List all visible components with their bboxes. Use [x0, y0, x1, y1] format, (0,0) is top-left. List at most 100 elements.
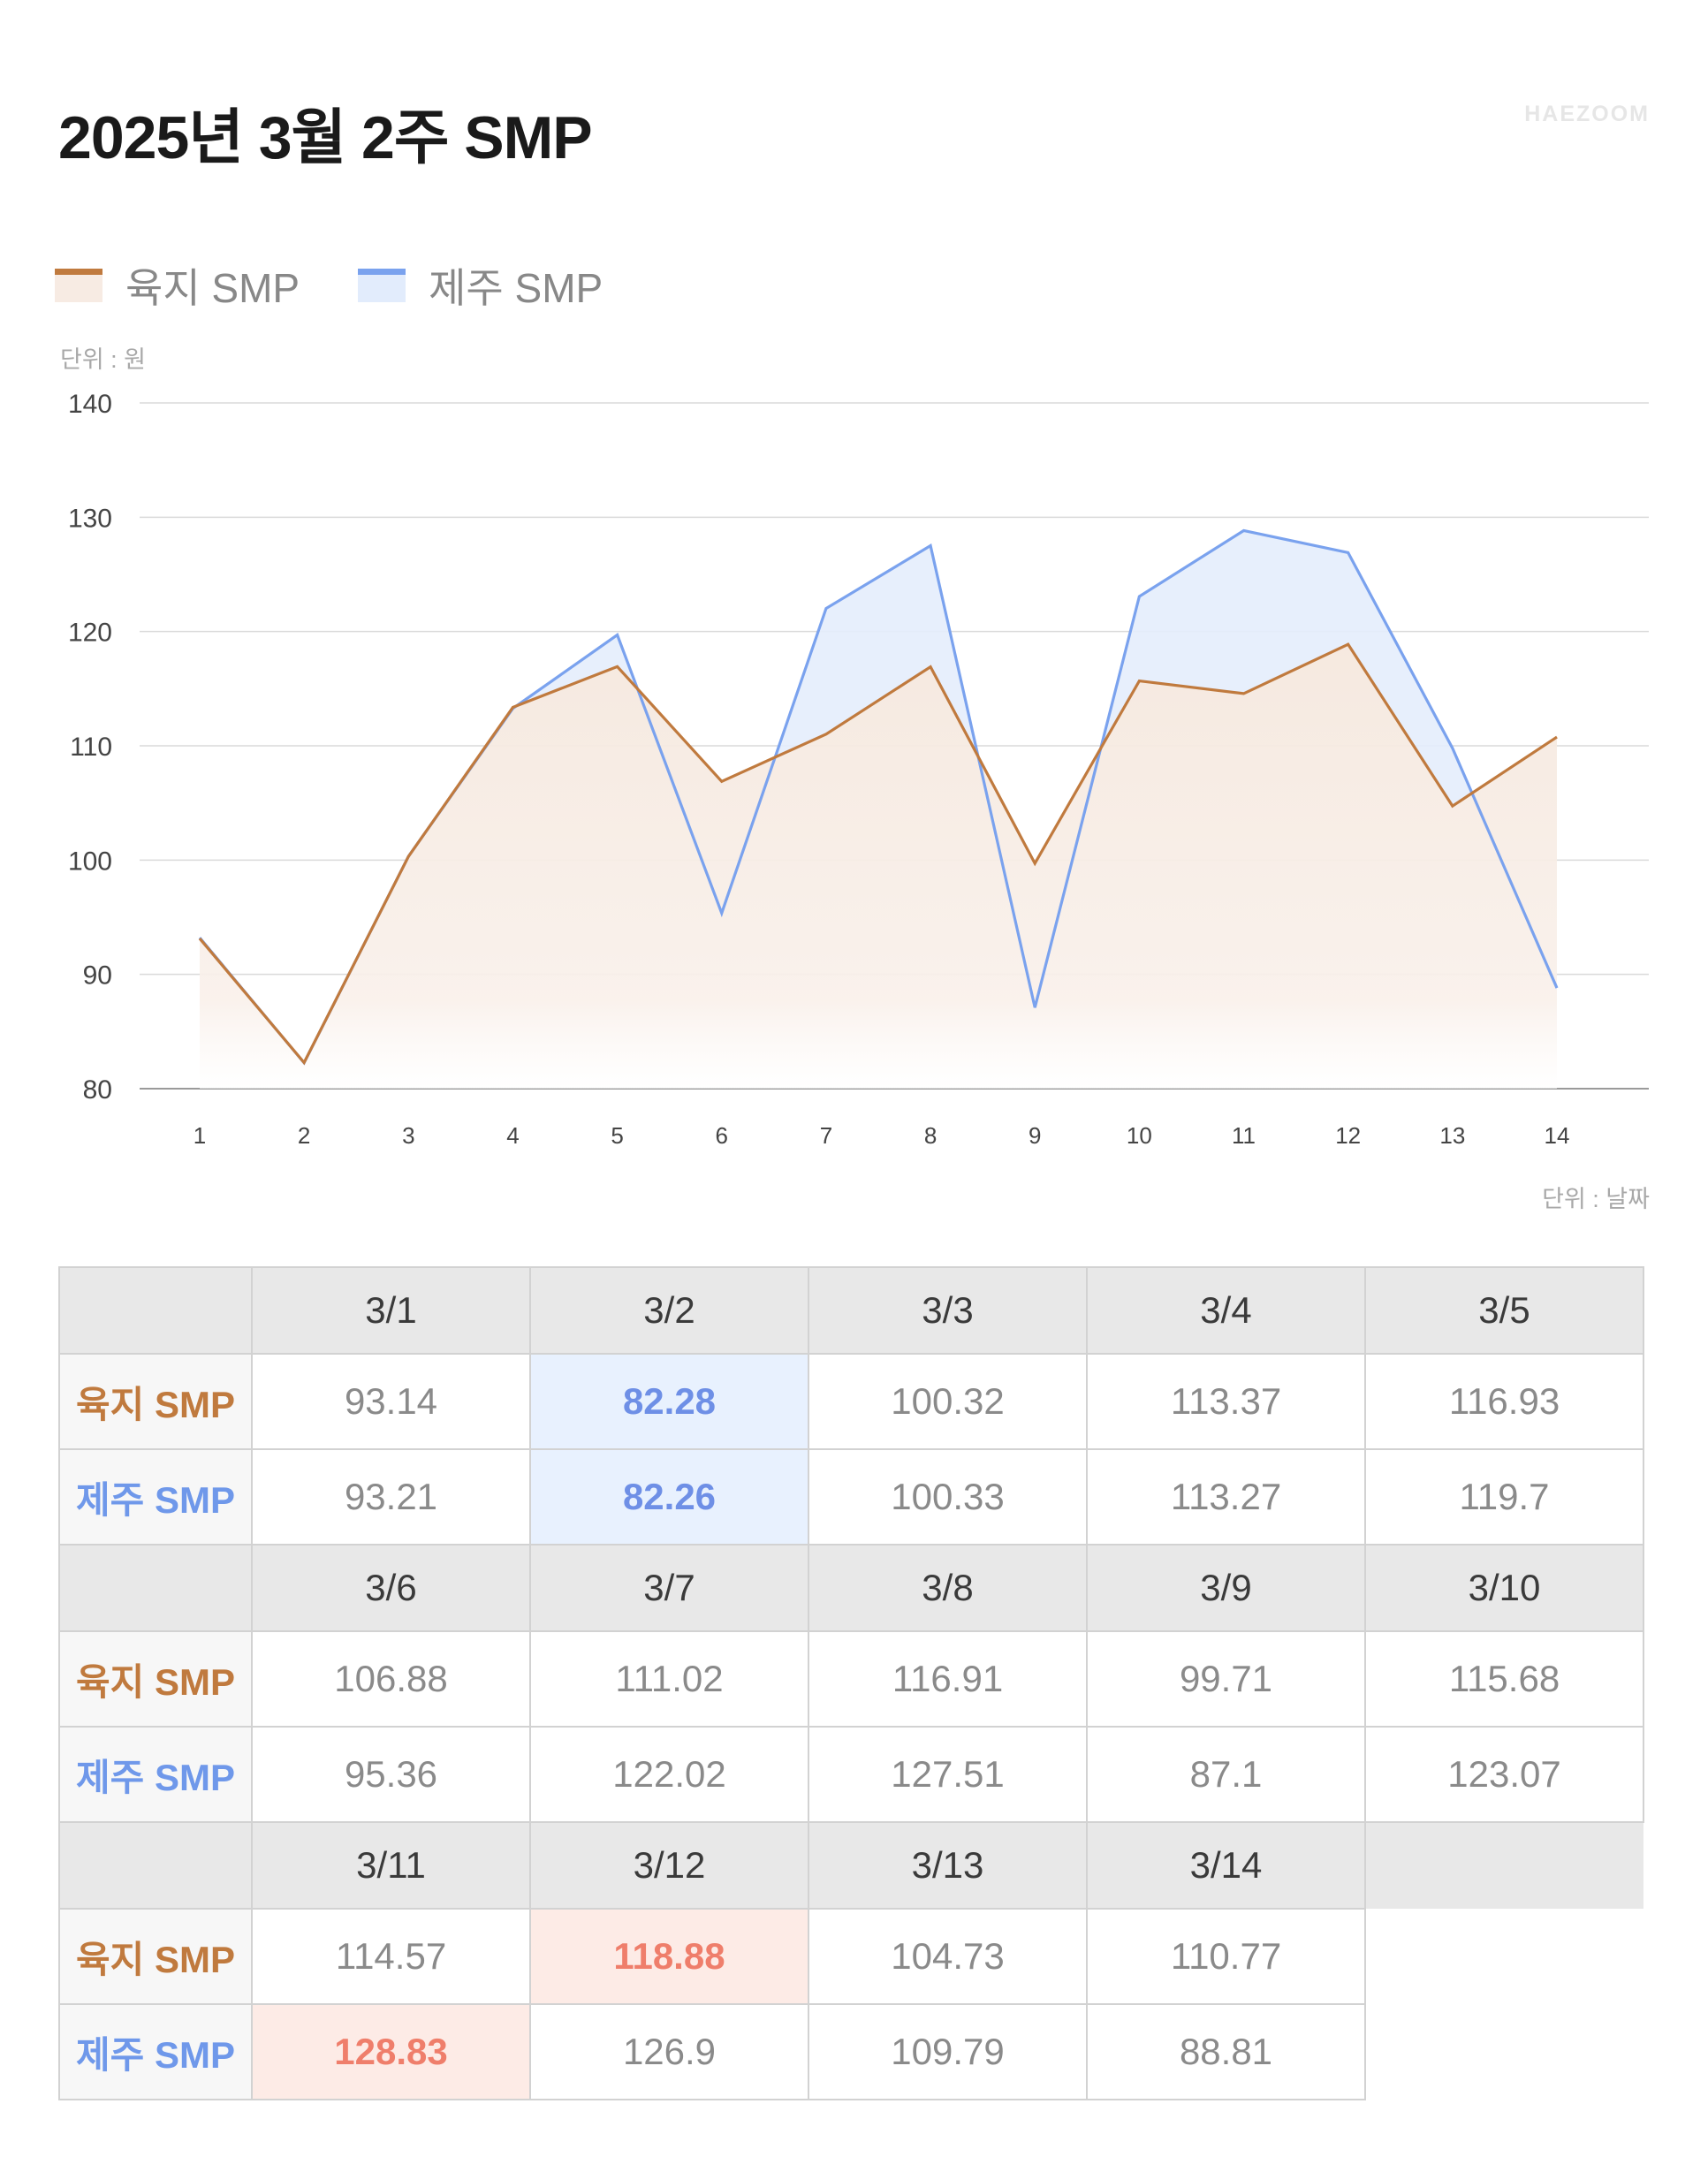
empty-cell: [1365, 1909, 1643, 2004]
date-header-cell: 3/10: [1364, 1544, 1644, 1632]
x-tick-label: 14: [1545, 1122, 1570, 1149]
empty-cell: [1365, 2004, 1643, 2100]
x-tick-label: 9: [1029, 1122, 1041, 1149]
series-area-jeju: [200, 530, 1557, 1063]
legend-item-land: 육지 SMP: [55, 256, 300, 315]
table-row-jeju: 제주 SMP 93.21 82.26 100.33 113.27 119.7: [58, 1448, 1644, 1546]
date-header-cell: 3/4: [1086, 1266, 1366, 1355]
header-corner-cell: [58, 1544, 253, 1632]
value-cell: 100.32: [808, 1353, 1088, 1450]
value-cell: 127.51: [808, 1726, 1088, 1823]
legend-label-land: 육지 SMP: [125, 265, 300, 311]
x-tick-label: 7: [820, 1122, 832, 1149]
y-axis-ticks: 80 90 100 110 120 130 140: [68, 390, 112, 1105]
x-unit-label: 단위 : 날짜: [1542, 1186, 1650, 1212]
table-row-jeju: 제주 SMP 95.36 122.02 127.51 87.1 123.07: [58, 1726, 1644, 1823]
value-cell: 82.26: [529, 1448, 809, 1546]
x-tick-label: 5: [611, 1122, 623, 1149]
value-cell: 88.81: [1086, 2003, 1366, 2100]
empty-cell: [1365, 1822, 1643, 1909]
value-cell: 122.02: [529, 1726, 809, 1823]
legend-item-jeju: 제주 SMP: [358, 256, 603, 315]
date-header-cell: 3/9: [1086, 1544, 1366, 1632]
smp-table: 3/1 3/2 3/3 3/4 3/5 육지 SMP 93.14 82.28 100.32 113…: [58, 1266, 1644, 2100]
value-cell: 119.7: [1364, 1448, 1644, 1546]
value-cell: 113.27: [1086, 1448, 1366, 1546]
x-axis-ticks: 1 2 3 4 5 6 7 8 9 10 11 12 13 14: [194, 1122, 1570, 1149]
value-cell: 99.71: [1086, 1630, 1366, 1728]
row-label-land: 육지 SMP: [58, 1630, 253, 1728]
date-header-row: 3/1 3/2 3/3 3/4 3/5: [58, 1266, 1644, 1355]
value-cell: 95.36: [251, 1726, 531, 1823]
row-label-land: 육지 SMP: [58, 1353, 253, 1450]
x-tick-label: 1: [194, 1122, 206, 1149]
value-cell: 116.93: [1364, 1353, 1644, 1450]
table-row-land: 육지 SMP 93.14 82.28 100.32 113.37 116.93: [58, 1353, 1644, 1450]
date-header-cell: 3/11: [251, 1821, 531, 1910]
table-row-land: 육지 SMP 106.88 111.02 116.91 99.71 115.68: [58, 1630, 1644, 1728]
x-tick-label: 13: [1439, 1122, 1465, 1149]
x-tick-label: 3: [402, 1122, 414, 1149]
x-tick-label: 2: [298, 1122, 310, 1149]
value-cell: 104.73: [808, 1908, 1088, 2005]
table-row-jeju: 제주 SMP 128.83 126.9 109.79 88.81: [58, 2003, 1643, 2100]
date-header-cell: 3/8: [808, 1544, 1088, 1632]
date-header-cell: 3/2: [529, 1266, 809, 1355]
header-corner-cell: [58, 1821, 253, 1910]
date-header-cell: 3/6: [251, 1544, 531, 1632]
header-corner-cell: [58, 1266, 253, 1355]
y-tick-label: 100: [68, 847, 112, 876]
x-tick-label: 11: [1232, 1122, 1256, 1149]
brand-logo: HAEZOOM: [1524, 102, 1650, 126]
value-cell: 118.88: [529, 1908, 809, 2005]
value-cell: 93.21: [251, 1448, 531, 1546]
series-line-land: [198, 642, 1558, 1066]
value-cell: 110.77: [1086, 1908, 1366, 2005]
date-header-cell: 3/12: [529, 1821, 809, 1910]
value-cell: 114.57: [251, 1908, 531, 2005]
value-cell: 109.79: [808, 2003, 1088, 2100]
legend-label-jeju: 제주 SMP: [429, 265, 603, 311]
row-label-jeju: 제주 SMP: [58, 1448, 253, 1546]
value-cell: 82.28: [529, 1353, 809, 1450]
value-cell: 100.33: [808, 1448, 1088, 1546]
date-header-row: 3/11 3/12 3/13 3/14: [58, 1821, 1643, 1910]
y-tick-label: 120: [68, 619, 112, 648]
value-cell: 106.88: [251, 1630, 531, 1728]
y-tick-label: 90: [83, 961, 112, 991]
value-cell: 116.91: [808, 1630, 1088, 1728]
value-cell: 93.14: [251, 1353, 531, 1450]
chart-legend: 육지 SMP 제주 SMP: [55, 256, 603, 315]
y-tick-label: 110: [70, 733, 112, 762]
value-cell: 87.1: [1086, 1726, 1366, 1823]
y-tick-label: 130: [68, 504, 112, 533]
value-cell: 123.07: [1364, 1726, 1644, 1823]
series-lines: [198, 528, 1559, 1066]
y-tick-label: 80: [83, 1075, 112, 1105]
row-label-jeju: 제주 SMP: [58, 2003, 253, 2100]
date-header-cell: 3/1: [251, 1266, 531, 1355]
y-tick-label: 140: [68, 390, 112, 419]
value-cell: 111.02: [529, 1630, 809, 1728]
legend-swatch-land: [55, 269, 102, 302]
series-areas: [200, 530, 1557, 1089]
value-cell: 115.68: [1364, 1630, 1644, 1728]
x-tick-label: 8: [924, 1122, 937, 1149]
x-tick-label: 12: [1335, 1122, 1361, 1149]
date-header-cell: 3/13: [808, 1821, 1088, 1910]
value-cell: 126.9: [529, 2003, 809, 2100]
value-cell: 113.37: [1086, 1353, 1366, 1450]
date-header-cell: 3/14: [1086, 1821, 1366, 1910]
page-title: 2025년 3월 2주 SMP: [58, 104, 593, 171]
row-label-land: 육지 SMP: [58, 1908, 253, 2005]
x-tick-label: 4: [506, 1122, 519, 1149]
legend-swatch-jeju: [358, 269, 406, 302]
table-row-land: 육지 SMP 114.57 118.88 104.73 110.77: [58, 1908, 1643, 2005]
row-label-jeju: 제주 SMP: [58, 1726, 253, 1823]
date-header-row: 3/6 3/7 3/8 3/9 3/10: [58, 1544, 1644, 1632]
x-tick-label: 10: [1127, 1122, 1152, 1149]
x-tick-label: 6: [716, 1122, 728, 1149]
date-header-cell: 3/5: [1364, 1266, 1644, 1355]
value-cell: 128.83: [251, 2003, 531, 2100]
